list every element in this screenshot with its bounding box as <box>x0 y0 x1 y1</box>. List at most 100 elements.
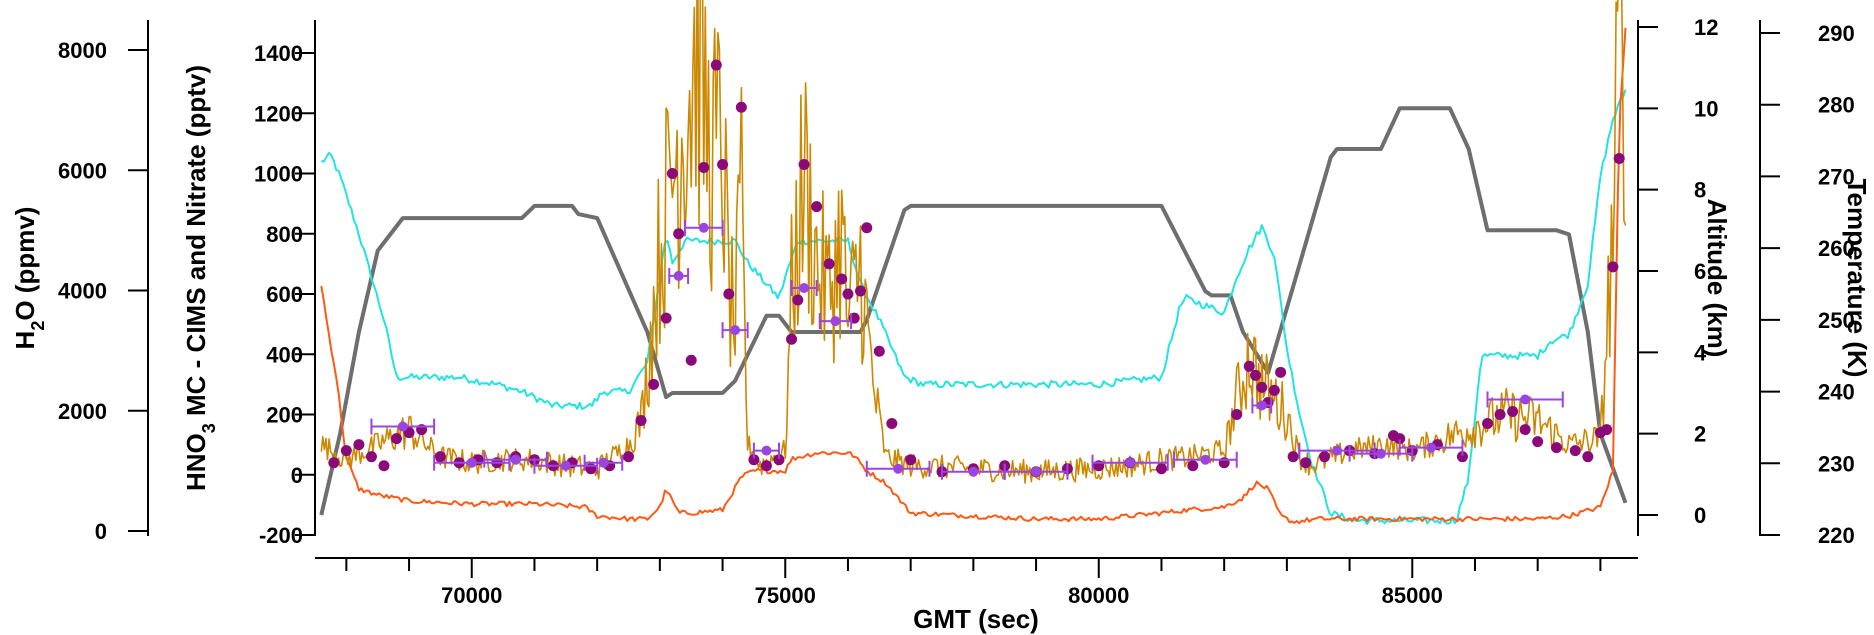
x-tick-label: 80000 <box>1068 583 1129 608</box>
nitrate-avg-point <box>1125 457 1136 468</box>
nitrate-point <box>685 354 697 366</box>
nitrate-avg-point <box>698 222 709 233</box>
nitrate-point <box>1187 460 1199 472</box>
temperature-tick-label: 280 <box>1818 93 1855 118</box>
nitrate-point <box>1318 451 1330 463</box>
nitrate-point <box>1155 463 1167 475</box>
hno3_cims-line <box>320 0 1627 484</box>
hno3-tick-label: 1200 <box>254 101 303 126</box>
nitrate-point <box>673 228 685 240</box>
x-tick-label: 70000 <box>441 583 502 608</box>
altitude-tick-label: 10 <box>1694 96 1718 121</box>
h2o-tick-label: 6000 <box>58 158 107 183</box>
h2o-axis-title: H2O (ppmv) <box>10 207 48 350</box>
nitrate-point <box>1275 366 1287 378</box>
nitrate-point <box>1569 445 1581 457</box>
temperature-tick-label: 290 <box>1818 21 1855 46</box>
nitrate-point <box>798 158 810 170</box>
nitrate-avg-point <box>1332 445 1343 456</box>
temperature-tick-label: 270 <box>1818 164 1855 189</box>
h2o-tick-label: 8000 <box>58 38 107 63</box>
altitude-series <box>319 106 1628 516</box>
x-axis-ticks: 70000 75000 80000 85000 <box>345 558 1602 608</box>
temperature-tick-label: 240 <box>1818 380 1855 405</box>
nitrate-point <box>378 460 390 472</box>
nitrate-point <box>1300 457 1312 469</box>
nitrate-avg-point <box>466 457 477 468</box>
nitrate-point <box>1256 381 1268 393</box>
nitrate-avg-point <box>1375 448 1386 459</box>
temperature-axis-title: Temperature (K) <box>1842 179 1872 378</box>
nitrate-avg-point <box>830 316 841 327</box>
nitrate-point <box>861 222 873 234</box>
nitrate-point <box>365 451 377 463</box>
temperature-tick-label: 220 <box>1818 523 1855 548</box>
nitrate-point <box>723 288 735 300</box>
nitrate-series <box>328 59 1625 478</box>
nitrate-point <box>886 418 898 430</box>
altitude-axis-ticks: 0 2 4 6 8 10 12 <box>1638 15 1718 528</box>
hno3-axis-ticks: -200 0 200 400 600 800 1000 1200 1400 <box>254 41 315 548</box>
nitrate-point <box>748 454 760 466</box>
nitrate-avg-point <box>799 282 810 293</box>
altitude-tick-label: 0 <box>1694 503 1706 528</box>
nitrate-point <box>1601 424 1613 436</box>
nitrate-avg-point <box>730 325 741 336</box>
nitrate-point <box>1607 261 1619 273</box>
nitrate-point <box>1507 405 1519 417</box>
nitrate-point <box>1582 451 1594 463</box>
nitrate-point <box>698 161 710 173</box>
nitrate-avg-point <box>1256 400 1267 411</box>
nitrate-point <box>340 445 352 457</box>
nitrate-avg-point <box>673 270 684 281</box>
hno3-tick-label: -200 <box>259 523 303 548</box>
nitrate-point <box>635 415 647 427</box>
nitrate-point <box>1532 436 1544 448</box>
nitrate-point <box>666 168 678 179</box>
nitrate-avg-point <box>1520 394 1531 405</box>
nitrate-avg-point <box>1031 466 1042 477</box>
hno3-tick-label: 400 <box>266 342 303 367</box>
nitrate-point <box>1519 424 1531 436</box>
nitrate_avg-series <box>370 219 1564 480</box>
altitude-tick-label: 8 <box>1694 178 1706 203</box>
hno3-tick-label: 200 <box>266 403 303 428</box>
altitude-tick-label: 4 <box>1694 340 1707 365</box>
hno3-tick-label: 600 <box>266 282 303 307</box>
nitrate-point <box>842 288 854 300</box>
nitrate-point <box>717 158 729 170</box>
altitude-tick-label: 12 <box>1694 15 1718 40</box>
nitrate-point <box>1394 433 1406 445</box>
nitrate-point <box>434 451 446 463</box>
nitrate-avg-point <box>560 460 571 471</box>
nitrate-point <box>760 460 772 472</box>
hno3-tick-label: 1000 <box>254 162 303 187</box>
temperature-axis-ticks: 220 230 240 250 260 270 280 290 <box>1760 21 1855 548</box>
h2o-tick-label: 0 <box>95 519 107 544</box>
nitrate-point <box>786 333 798 345</box>
hno3-tick-label: 800 <box>266 222 303 247</box>
h2o-tick-label: 2000 <box>58 399 107 424</box>
altitude-tick-label: 6 <box>1694 259 1706 284</box>
nitrate-point <box>1456 451 1468 463</box>
nitrate-avg-point <box>510 454 521 465</box>
series-layer <box>319 0 1628 525</box>
nitrate-point <box>353 439 365 451</box>
nitrate-point <box>1243 360 1255 372</box>
nitrate-point <box>328 457 340 469</box>
nitrate-point <box>873 345 885 357</box>
hno3-axis-title: HNO3 MC - CIMS and Nitrate (pptv) <box>181 65 219 491</box>
nitrate-avg-point <box>893 463 904 474</box>
nitrate-point <box>836 273 848 285</box>
nitrate-point <box>823 258 835 270</box>
x-axis-title: GMT (sec) <box>913 604 1039 634</box>
nitrate-point <box>660 312 672 324</box>
nitrate-point <box>1287 451 1299 463</box>
x-tick-label: 85000 <box>1382 583 1443 608</box>
altitude-line <box>319 106 1628 516</box>
plot-axes <box>147 20 1761 559</box>
h2o-axis-ticks: 0 2000 4000 6000 8000 <box>58 38 148 544</box>
temperature-series <box>321 89 1627 525</box>
hno3-tick-label: 1400 <box>254 41 303 66</box>
